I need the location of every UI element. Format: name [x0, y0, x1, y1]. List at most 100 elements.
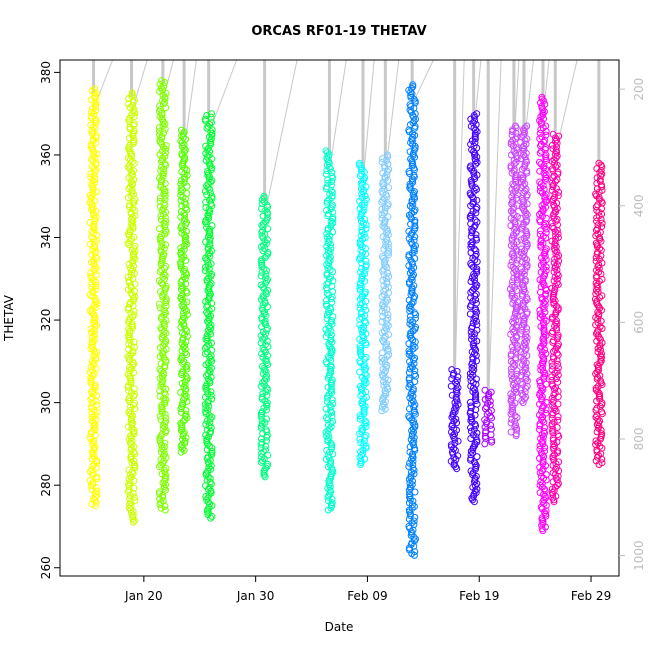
data-point	[384, 376, 392, 384]
data-point	[405, 303, 413, 311]
data-point	[179, 284, 187, 292]
data-point	[380, 220, 388, 228]
data-point	[158, 158, 165, 166]
data-point	[156, 198, 164, 205]
data-point	[156, 225, 163, 233]
data-point	[361, 266, 369, 274]
data-point	[126, 479, 134, 487]
data-point	[359, 177, 367, 185]
data-point	[257, 458, 265, 466]
data-point	[161, 439, 169, 447]
data-point	[88, 280, 96, 288]
data-point	[93, 392, 100, 400]
data-point	[258, 268, 266, 276]
data-point	[362, 183, 370, 191]
x-axis-title: Date	[325, 620, 354, 634]
data-point	[406, 365, 414, 373]
data-point	[180, 383, 188, 391]
data-point	[88, 343, 96, 351]
data-point	[378, 293, 386, 300]
data-point	[92, 298, 100, 306]
x-tick-label: Jan 20	[124, 589, 163, 603]
transit-line	[131, 59, 148, 114]
data-point	[92, 498, 100, 506]
data-point	[201, 400, 209, 408]
data-point	[87, 173, 95, 181]
data-point	[92, 264, 100, 272]
data-point	[126, 237, 134, 245]
data-point	[383, 296, 391, 304]
data-point	[408, 334, 415, 342]
data-point	[177, 184, 185, 192]
data-point	[206, 323, 213, 331]
data-point	[160, 371, 168, 379]
chart-title: ORCAS RF01-19 THETAV	[251, 24, 426, 39]
y-axis-title: THETAV	[2, 294, 16, 342]
data-point	[536, 149, 544, 157]
data-point	[156, 268, 164, 276]
data-point	[156, 437, 164, 445]
data-point	[324, 394, 331, 402]
data-point	[258, 196, 266, 204]
right-tick-label: 1000	[632, 540, 646, 571]
data-point	[263, 406, 270, 414]
data-point	[156, 495, 164, 503]
data-point	[181, 211, 189, 219]
data-point	[86, 240, 94, 248]
data-point	[92, 397, 100, 405]
data-point	[323, 149, 331, 157]
y-tick-label: 260	[39, 556, 53, 579]
data-point	[179, 291, 186, 299]
data-point	[361, 455, 369, 463]
data-point	[183, 327, 191, 335]
data-point	[406, 184, 414, 192]
data-point	[323, 271, 331, 279]
data-point	[205, 144, 213, 152]
data-point	[160, 347, 168, 355]
data-point	[177, 244, 185, 252]
data-point	[405, 235, 413, 243]
data-point	[162, 241, 170, 249]
data-point	[162, 385, 170, 393]
data-point	[159, 118, 167, 126]
data-point	[325, 481, 333, 489]
data-point	[264, 286, 272, 294]
data-point	[406, 358, 414, 366]
x-tick-label: Jan 30	[236, 589, 275, 603]
data-point	[127, 365, 135, 373]
data-point	[131, 280, 139, 288]
data-point	[203, 334, 211, 342]
data-point	[158, 111, 166, 119]
y-tick-label: 360	[39, 143, 53, 166]
data-point	[183, 351, 191, 358]
data-point	[362, 422, 370, 430]
data-point	[379, 302, 387, 310]
data-point	[406, 307, 414, 315]
flight-points	[378, 151, 393, 415]
data-point	[322, 455, 330, 463]
data-point	[263, 415, 271, 423]
data-point	[93, 188, 101, 196]
data-point	[264, 343, 272, 350]
data-point	[542, 380, 550, 388]
data-point	[157, 84, 165, 92]
data-point	[261, 238, 269, 245]
data-point	[92, 502, 99, 510]
data-point	[409, 341, 417, 349]
data-point	[406, 170, 413, 177]
data-point	[177, 191, 185, 199]
data-point	[130, 484, 138, 492]
data-point	[129, 132, 137, 140]
data-point	[156, 501, 164, 508]
data-point	[208, 357, 216, 365]
data-point	[378, 198, 386, 206]
data-point	[409, 363, 416, 371]
data-point	[90, 224, 98, 232]
flight-points	[201, 110, 216, 522]
data-point	[156, 463, 163, 471]
data-point	[181, 175, 189, 183]
data-point	[361, 377, 368, 385]
data-point	[362, 379, 370, 387]
data-point	[127, 215, 135, 223]
data-point	[177, 448, 185, 456]
